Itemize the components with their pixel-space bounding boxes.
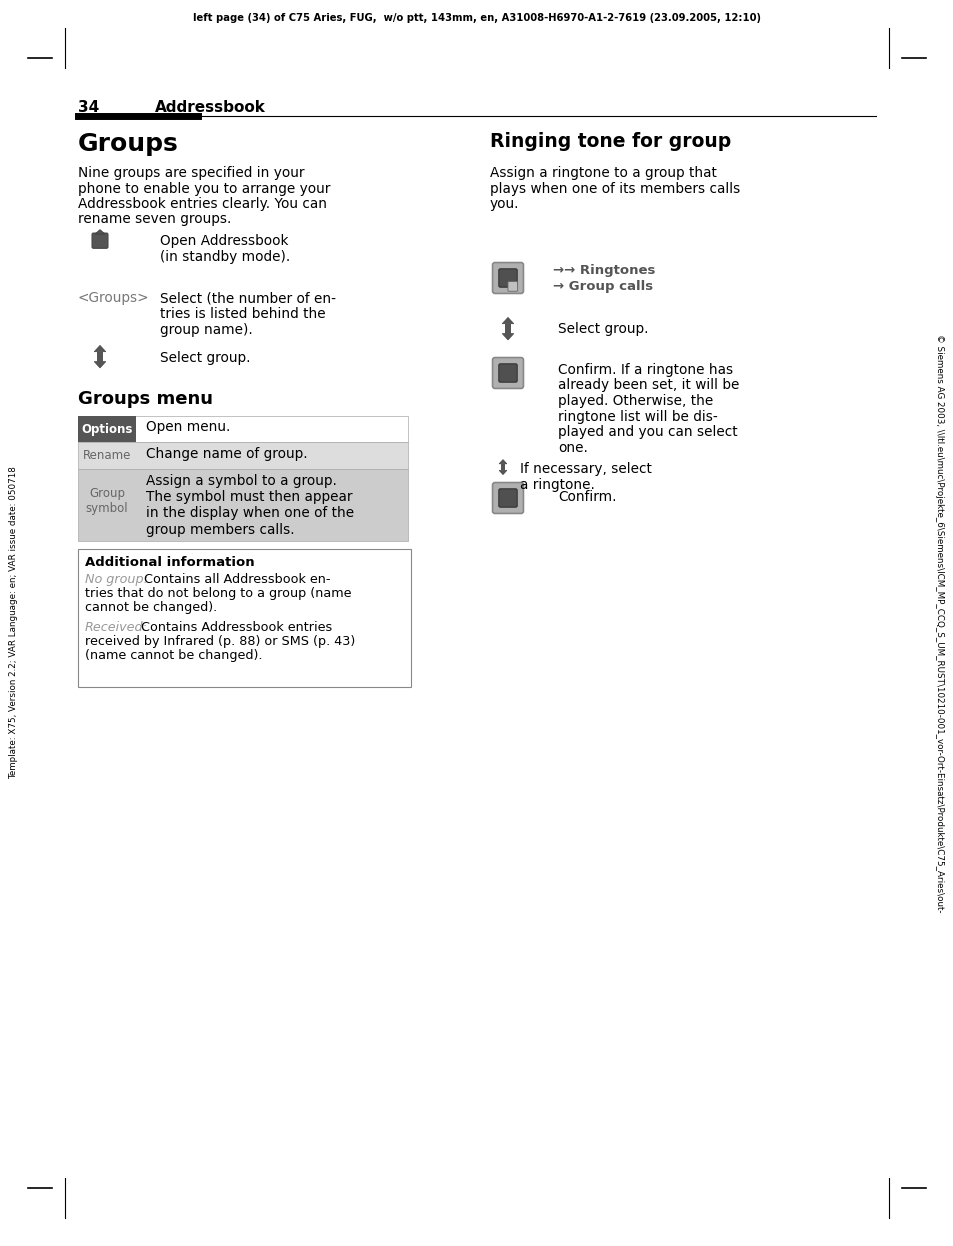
Text: Ringing tone for group: Ringing tone for group	[490, 132, 731, 151]
Bar	[78, 442, 408, 468]
Text: one.: one.	[558, 441, 587, 455]
Text: Rename: Rename	[83, 449, 132, 462]
Polygon shape	[501, 318, 514, 324]
Text: Options: Options	[81, 422, 132, 436]
Text: plays when one of its members calls: plays when one of its members calls	[490, 182, 740, 196]
Text: ringtone list will be dis-: ringtone list will be dis-	[558, 410, 717, 424]
Text: Confirm. If a ringtone has: Confirm. If a ringtone has	[558, 363, 732, 378]
Text: Change name of group.: Change name of group.	[146, 447, 307, 461]
Text: Group
symbol: Group symbol	[86, 487, 128, 515]
FancyBboxPatch shape	[492, 358, 523, 389]
FancyBboxPatch shape	[91, 233, 108, 248]
Text: Open Addressbook
(in standby mode).: Open Addressbook (in standby mode).	[160, 234, 290, 264]
Text: 34: 34	[78, 100, 99, 115]
Bar	[504, 324, 511, 334]
Polygon shape	[95, 229, 105, 234]
Text: Assign a symbol to a group.
The symbol must then appear
in the display when one : Assign a symbol to a group. The symbol m…	[146, 473, 354, 537]
Text: Received:: Received:	[85, 621, 148, 634]
Text: Confirm.: Confirm.	[558, 490, 616, 503]
Text: received by Infrared (p. 88) or SMS (p. 43): received by Infrared (p. 88) or SMS (p. …	[85, 634, 355, 648]
Text: Assign a ringtone to a group that: Assign a ringtone to a group that	[490, 166, 716, 179]
Text: →→ Ringtones: →→ Ringtones	[553, 264, 655, 277]
Bar	[78, 416, 136, 442]
Text: phone to enable you to arrange your: phone to enable you to arrange your	[78, 182, 330, 196]
Text: Select group.: Select group.	[558, 321, 648, 336]
Text: <Groups>: <Groups>	[78, 292, 150, 305]
Text: cannot be changed).: cannot be changed).	[85, 602, 217, 614]
Text: Open menu.: Open menu.	[146, 420, 230, 434]
Bar	[78, 416, 408, 442]
Text: played and you can select: played and you can select	[558, 425, 737, 439]
Text: → Group calls: → Group calls	[553, 280, 653, 293]
Text: Additional information: Additional information	[85, 556, 254, 569]
FancyBboxPatch shape	[498, 364, 517, 383]
Text: you.: you.	[490, 197, 519, 211]
Polygon shape	[498, 460, 506, 464]
Text: No group:: No group:	[85, 573, 148, 586]
FancyBboxPatch shape	[507, 282, 517, 292]
Polygon shape	[94, 345, 106, 351]
FancyBboxPatch shape	[498, 488, 517, 507]
Text: Nine groups are specified in your: Nine groups are specified in your	[78, 166, 304, 179]
Text: (name cannot be changed).: (name cannot be changed).	[85, 649, 262, 662]
Bar	[97, 351, 103, 361]
Text: already been set, it will be: already been set, it will be	[558, 379, 739, 392]
Text: played. Otherwise, the: played. Otherwise, the	[558, 394, 713, 407]
Text: Groups: Groups	[78, 132, 178, 156]
Text: © Siemens AG 2003, \\ltl.eu\muc\Projekte_6\Siemens\ICM_MP_CCQ_S_UM_RUST\10210-00: © Siemens AG 2003, \\ltl.eu\muc\Projekte…	[935, 334, 943, 912]
Text: Contains all Addressbook en-: Contains all Addressbook en-	[140, 573, 330, 586]
Text: left page (34) of C75 Aries, FUG,  w/o ptt, 143mm, en, A31008-H6970-A1-2-7619 (2: left page (34) of C75 Aries, FUG, w/o pt…	[193, 12, 760, 22]
Text: tries that do not belong to a group (name: tries that do not belong to a group (nam…	[85, 587, 351, 601]
Polygon shape	[94, 361, 106, 368]
FancyBboxPatch shape	[498, 269, 517, 287]
Text: Groups menu: Groups menu	[78, 390, 213, 407]
Text: rename seven groups.: rename seven groups.	[78, 213, 232, 227]
Bar	[78, 468, 408, 541]
FancyBboxPatch shape	[492, 263, 523, 294]
Text: Addressbook: Addressbook	[154, 100, 266, 115]
Text: Template: X75, Version 2.2; VAR Language: en; VAR issue date: 050718: Template: X75, Version 2.2; VAR Language…	[10, 466, 18, 780]
FancyBboxPatch shape	[492, 482, 523, 513]
Text: Addressbook entries clearly. You can: Addressbook entries clearly. You can	[78, 197, 327, 211]
Text: Select group.: Select group.	[160, 351, 251, 365]
Text: Select (the number of en-
tries is listed behind the
group name).: Select (the number of en- tries is liste…	[160, 292, 335, 338]
Polygon shape	[501, 334, 514, 340]
Bar	[78, 549, 411, 687]
Bar	[500, 464, 504, 471]
Text: If necessary, select
a ringtone.: If necessary, select a ringtone.	[519, 462, 651, 492]
Polygon shape	[498, 471, 506, 475]
Text: Contains Addressbook entries: Contains Addressbook entries	[137, 621, 332, 634]
